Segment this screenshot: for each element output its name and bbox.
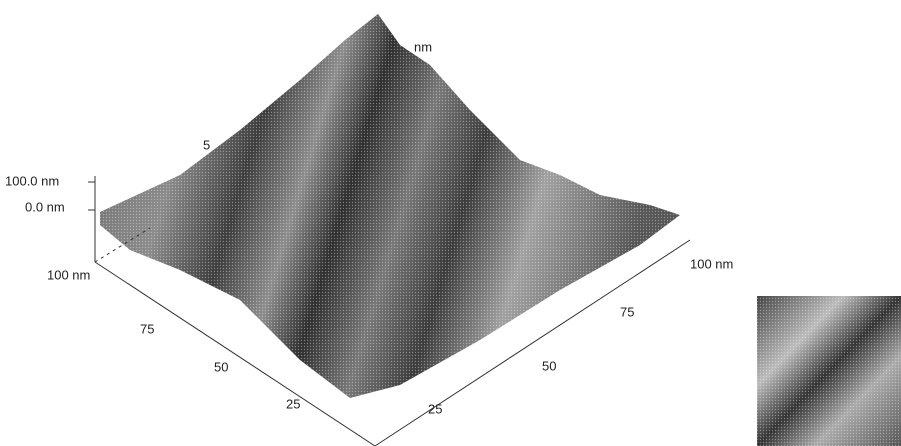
z-label: 100.0 nm [5,173,59,188]
right-axis-label: 100 nm [690,256,733,271]
surface-texture [100,14,680,398]
right-axis-label: 75 [620,304,634,319]
surface [100,14,680,398]
back-fragment: nm [414,39,432,54]
right-axis-label: 25 [428,401,442,416]
inset-image [757,296,901,446]
back-fragment: 5 [203,137,210,152]
z-label: 0.0 nm [25,199,65,214]
left-axis-label: 75 [140,321,154,336]
left-axis-label: 100 nm [47,267,90,282]
right-axis-label: 50 [542,358,556,373]
left-axis-label: 25 [286,396,300,411]
left-axis-label: 50 [214,359,228,374]
afm-figure: 100.0 nm 0.0 nm 100 nm 75 50 25 25 50 75… [0,0,901,446]
inset-texture [757,296,901,446]
